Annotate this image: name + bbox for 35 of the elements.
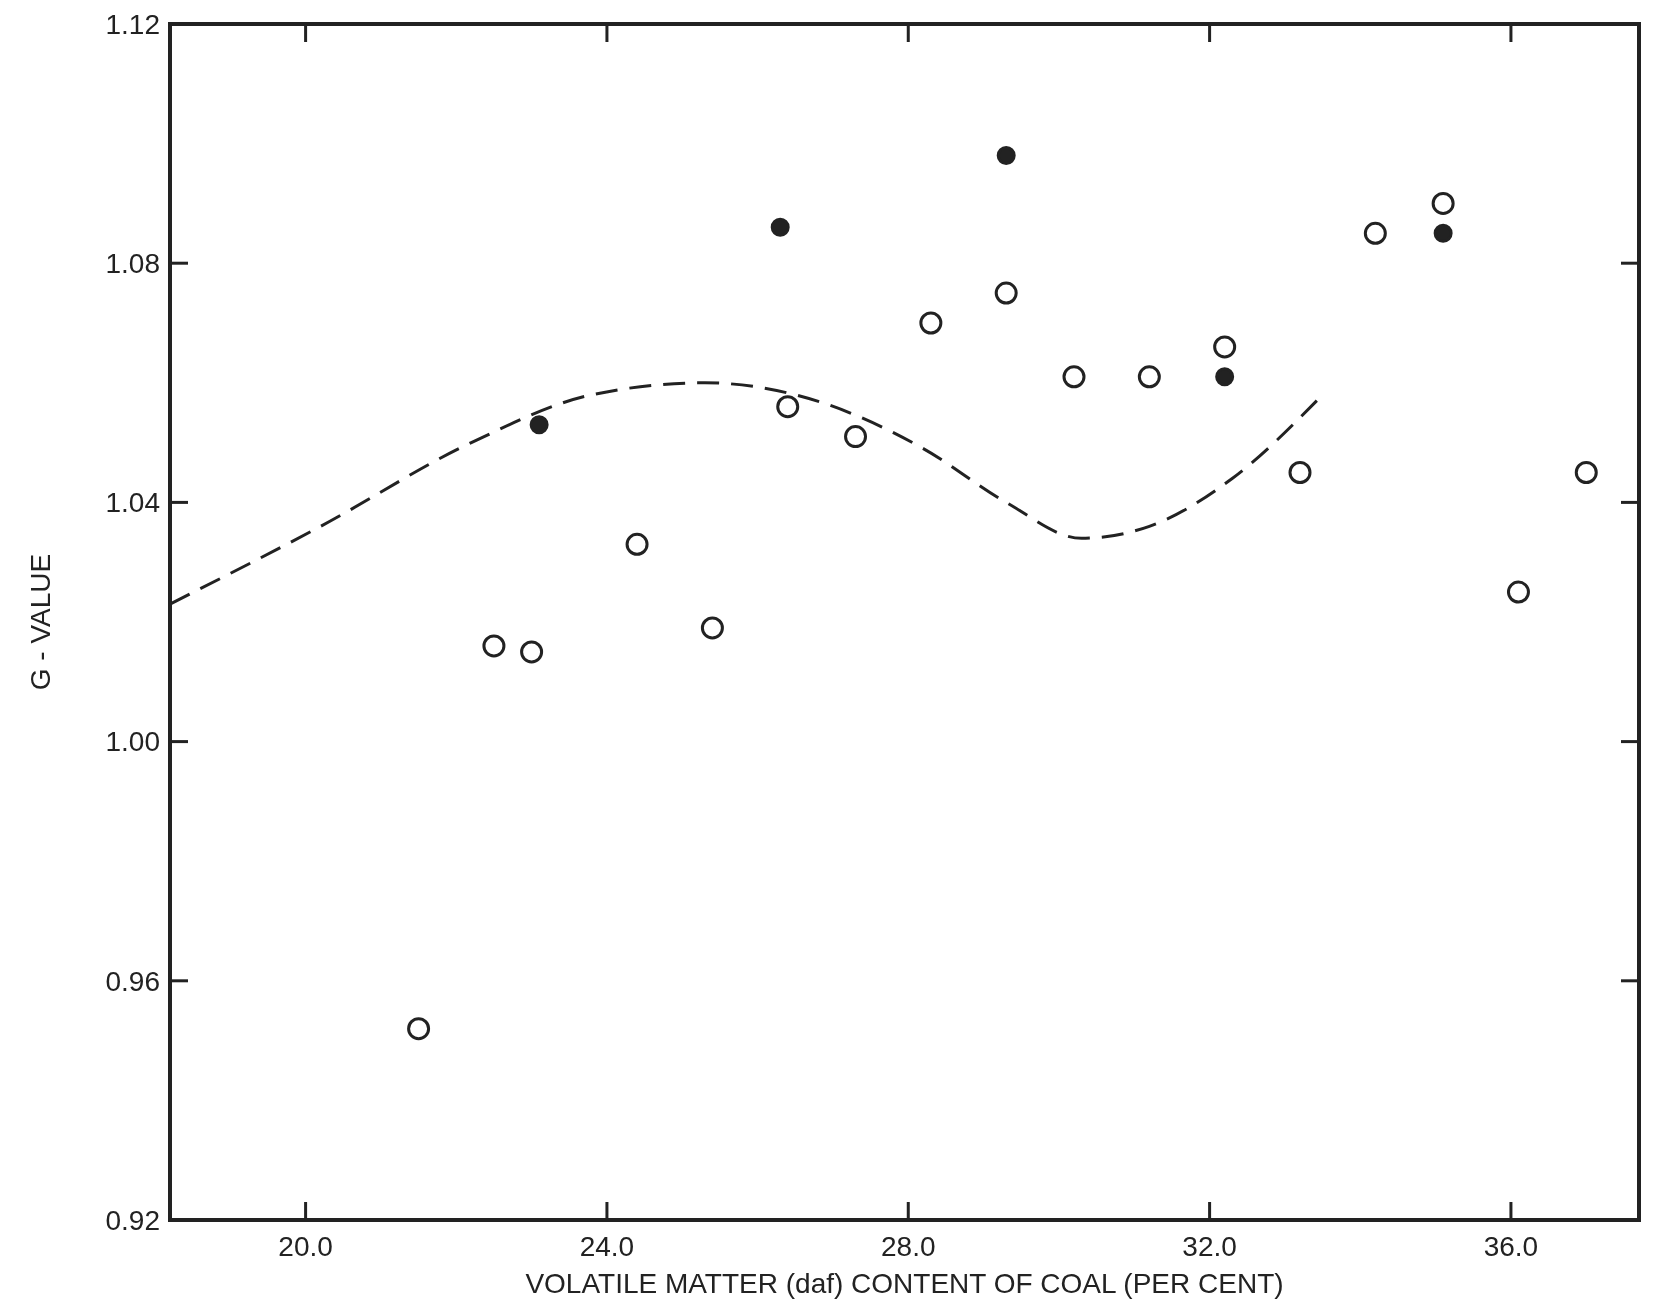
point (1213, 335, 1237, 359)
point (1062, 365, 1086, 389)
x-axis-title: VOLATILE MATTER (daf) CONTENT OF COAL (PER CENT) (525, 1268, 1284, 1299)
y-axis-title: G - VALUE (25, 553, 56, 691)
x-tick-label: 36.0 (1483, 1231, 1539, 1262)
point (770, 217, 790, 237)
point (919, 311, 943, 335)
point (1288, 461, 1312, 484)
point (1137, 365, 1161, 389)
point (1506, 580, 1530, 604)
x-tick-label: 24.0 (579, 1231, 635, 1262)
point (1574, 461, 1598, 484)
point (1363, 221, 1387, 245)
y-tick-label: 0.92 (105, 1204, 160, 1236)
point (407, 1017, 431, 1041)
point (1431, 191, 1455, 215)
x-tick-label: 20.0 (278, 1231, 333, 1262)
y-tick-label: 0.96 (105, 965, 160, 997)
point (994, 281, 1018, 305)
point (844, 425, 868, 449)
point (482, 634, 506, 658)
point (996, 146, 1016, 166)
point (520, 640, 544, 664)
x-tick-label: 28.0 (881, 1231, 936, 1262)
y-tick-label: 1.00 (105, 726, 160, 758)
point (700, 616, 724, 640)
y-tick-label: 1.12 (105, 8, 160, 40)
point (1215, 367, 1235, 387)
y-tick-label: 1.04 (105, 487, 160, 519)
point (1433, 223, 1453, 243)
point (776, 395, 800, 419)
point (529, 415, 549, 435)
point (625, 532, 649, 556)
x-tick-label: 32.0 (1182, 1231, 1237, 1262)
y-tick-label: 1.08 (105, 248, 160, 279)
